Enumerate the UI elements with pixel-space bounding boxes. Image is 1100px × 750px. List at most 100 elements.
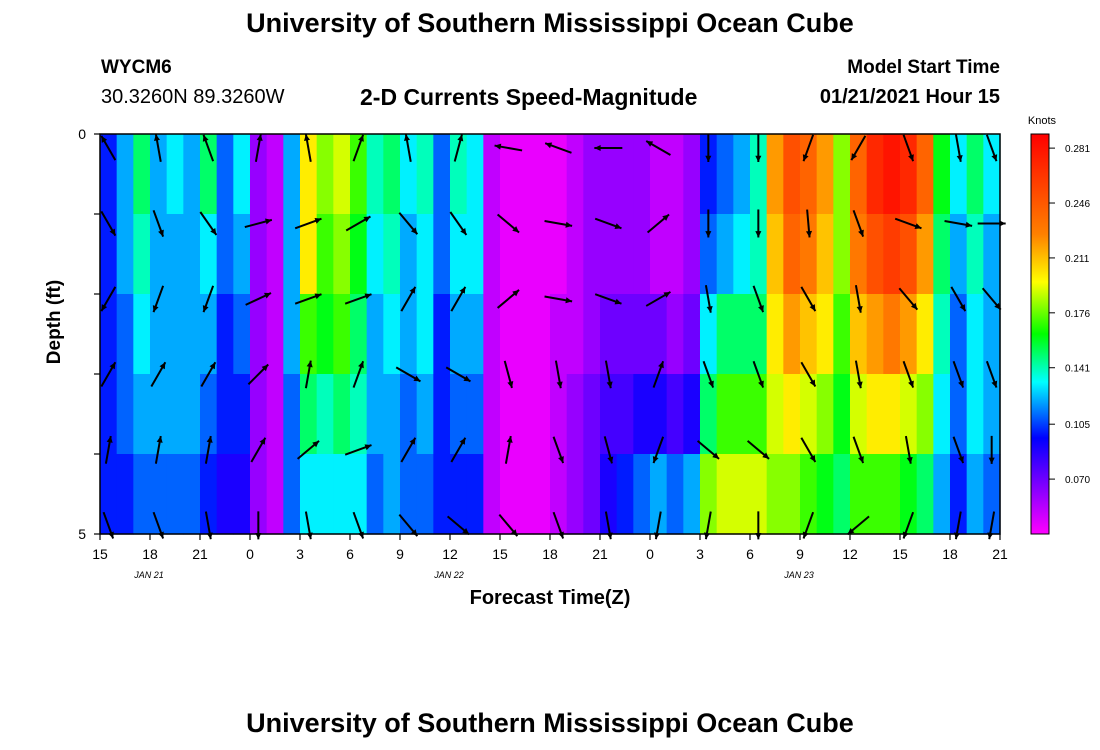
heatmap-cell (516, 374, 534, 455)
heatmap-cell (983, 374, 1001, 455)
heatmap-cell (916, 214, 934, 295)
current-vector-arrow (400, 286, 417, 312)
heatmap-cell (216, 454, 234, 535)
heatmap-cell (616, 454, 634, 535)
heatmap-cell (716, 454, 734, 535)
heatmap-cell (116, 294, 134, 375)
heatmap-cell (333, 374, 351, 455)
heatmap-cell (166, 454, 184, 535)
current-vector-arrow (398, 212, 419, 235)
heatmap-cell (416, 454, 434, 535)
heatmap-cell (866, 294, 884, 375)
current-vector-arrow (752, 360, 765, 388)
heatmap-cell (883, 374, 901, 455)
station-id: WYCM6 (101, 57, 172, 78)
current-vector-arrow (554, 360, 563, 389)
heatmap-cell (366, 214, 384, 295)
current-vectors (100, 134, 1006, 540)
heatmap-cell (883, 454, 901, 535)
heatmap-cell (400, 214, 418, 295)
current-vector-arrow (904, 435, 913, 464)
heatmap-cell (950, 374, 968, 455)
current-vector-arrow (902, 134, 915, 162)
current-vector-arrow (646, 213, 670, 234)
heatmap-cell (866, 214, 884, 295)
heatmap-cell (133, 214, 151, 295)
heatmap-cell (200, 134, 218, 215)
heatmap-cell (266, 294, 284, 375)
heatmap-cell (366, 134, 384, 215)
current-vector-arrow (445, 366, 471, 383)
current-vector-arrow (344, 444, 372, 456)
current-vector-arrow (449, 211, 468, 236)
heatmap-cell (483, 454, 501, 535)
current-vector-arrow (985, 360, 998, 388)
heatmap-cell (550, 374, 568, 455)
heatmap-cell (400, 454, 418, 535)
current-vector-arrow (496, 289, 520, 309)
heatmap-cell (133, 134, 151, 215)
heatmap-cell (366, 454, 384, 535)
heatmap-cell (283, 134, 301, 215)
current-vector-arrow (954, 134, 963, 162)
page-title: University of Southern Mississippi Ocean… (246, 8, 854, 38)
current-vector-arrow (244, 218, 273, 229)
current-vector-arrow (395, 366, 421, 383)
current-vector-arrow (544, 220, 573, 228)
current-vector-arrow (453, 134, 464, 162)
current-vector-arrow (755, 134, 762, 162)
current-vector-arrow (154, 435, 163, 464)
heatmap-cell (783, 134, 801, 215)
heatmap-cell (700, 454, 718, 535)
heatmap-cell (633, 214, 651, 295)
heatmap-cell (650, 294, 668, 375)
heatmap-cell (400, 134, 418, 215)
heatmap-cell (700, 294, 718, 375)
heatmap-cell (500, 214, 518, 295)
current-vector-arrow (802, 134, 815, 162)
heatmap-cell (166, 214, 184, 295)
heatmap-cell (966, 374, 984, 455)
heatmap-cell (816, 294, 834, 375)
colorbar-tick-label: 0.105 (1065, 420, 1090, 431)
heatmap-cell (316, 134, 334, 215)
heatmap-cell (533, 454, 551, 535)
heatmap-cell (300, 454, 318, 535)
heatmap-cell (566, 294, 584, 375)
heatmap-cell (666, 214, 684, 295)
heatmap-cell (516, 294, 534, 375)
heatmap-cell (233, 134, 251, 215)
y-tick-label: 0 (78, 126, 86, 142)
heatmap-cell (916, 454, 934, 535)
heatmap-cell (683, 134, 701, 215)
current-vector-arrow (988, 435, 995, 464)
heatmap-cell (600, 454, 618, 535)
heatmap-cell (883, 214, 901, 295)
heatmap-cell (933, 454, 951, 535)
heatmap-cell (833, 294, 851, 375)
heatmap-cell (666, 134, 684, 215)
x-tick-label: 12 (842, 546, 858, 562)
current-vector-arrow (294, 217, 322, 230)
current-vector-arrow (952, 436, 965, 464)
heatmap-cell (983, 294, 1001, 375)
current-vector-arrow (944, 220, 973, 228)
heatmap-cell (766, 454, 784, 535)
current-vector-arrow (450, 437, 467, 463)
current-vector-arrow (304, 360, 313, 389)
heatmap-cell (200, 454, 218, 535)
x-tick-label: 15 (492, 546, 508, 562)
current-vector-arrow (696, 440, 720, 460)
heatmap-cell (516, 214, 534, 295)
heatmap-cell (733, 374, 751, 455)
heatmap-cell (166, 374, 184, 455)
heatmap-cell (766, 294, 784, 375)
current-vector-arrow (645, 140, 671, 156)
heatmap-cell (283, 214, 301, 295)
heatmap-cell (933, 374, 951, 455)
colorbar-tick-label: 0.141 (1065, 364, 1090, 375)
x-tick-label: 0 (246, 546, 254, 562)
heatmap-cell (416, 374, 434, 455)
heatmap-cell (250, 374, 268, 455)
